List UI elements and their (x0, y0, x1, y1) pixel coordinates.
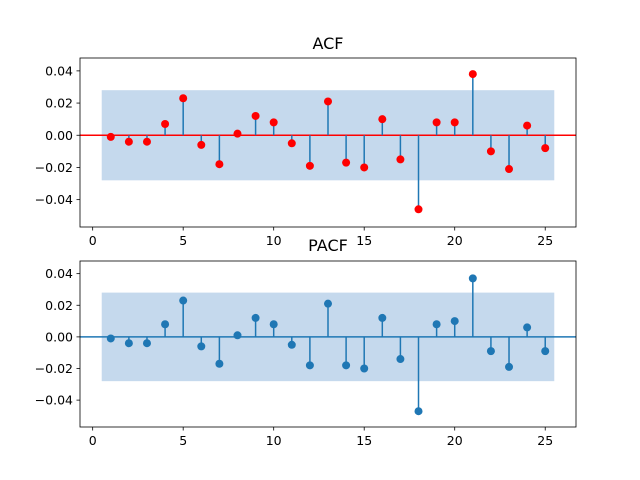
pacf-marker (378, 313, 387, 322)
acf-marker (305, 161, 314, 170)
pacf-x-tick-label: 15 (356, 433, 372, 448)
pacf-x-tick-label: 25 (537, 433, 553, 448)
acf-marks-layer (106, 70, 550, 214)
pacf-y-tick-label: 0.04 (45, 266, 73, 281)
pacf-axes-frame-layer (79, 260, 577, 428)
acf-title: ACF (312, 34, 343, 53)
acf-marker (124, 137, 133, 146)
acf-marker (287, 139, 296, 148)
acf-marker (450, 118, 459, 127)
pacf-axes-frame (79, 260, 577, 428)
acf-marker (179, 94, 188, 103)
acf-y-tick-label: 0.04 (45, 63, 73, 78)
pacf-marker (197, 342, 206, 351)
acf-axes-frame (79, 57, 577, 228)
acf-marker (396, 155, 405, 164)
acf-panel: ACF 0.04 0.02 0.00 −0.02 −0.04 0 5 10 15 20 25 (35, 34, 577, 248)
acf-y-tick-label: −0.02 (35, 160, 73, 175)
pacf-y-tick-label: −0.04 (35, 393, 73, 408)
pacf-x-axis: 0 5 10 15 20 25 (89, 427, 553, 448)
acf-marker (233, 129, 242, 138)
acf-marker (360, 163, 369, 172)
pacf-x-tick-label: 0 (89, 433, 97, 448)
acf-marker (541, 144, 550, 153)
acf-marker (251, 111, 260, 120)
acf-marker (215, 160, 224, 169)
acf-x-tick-label: 10 (266, 233, 282, 248)
acf-marker (161, 119, 170, 128)
pacf-marker (142, 339, 151, 348)
pacf-marker (523, 323, 532, 332)
pacf-panel: 0.04 0.02 0.00 −0.02 −0.04 0 5 10 15 20 25 PACF (35, 236, 577, 448)
acf-x-tick-label: 20 (447, 233, 463, 248)
acf-marker (324, 97, 332, 106)
pacf-y-axis: 0.04 0.02 0.00 −0.02 −0.04 (35, 266, 80, 408)
pacf-x-tick-label: 5 (179, 433, 187, 448)
pacf-marker (305, 361, 314, 370)
acf-y-tick-label: 0.02 (45, 96, 73, 111)
pacf-marker (541, 347, 550, 356)
acf-y-axis: 0.04 0.02 0.00 −0.02 −0.04 (35, 63, 80, 207)
pacf-marker (414, 407, 423, 416)
acf-marker (505, 165, 514, 174)
pacf-y-tick-label: 0.02 (45, 298, 73, 313)
pacf-marker (124, 339, 133, 348)
pacf-x-tick-label: 10 (266, 433, 282, 448)
acf-x-tick-label: 15 (356, 233, 372, 248)
acf-marker (378, 115, 387, 124)
pacf-marker (342, 361, 351, 370)
pacf-marks-layer (106, 274, 550, 416)
acf-marker (269, 118, 278, 127)
acf-marker (523, 121, 532, 130)
acf-axes-frame-layer (79, 57, 577, 228)
pacf-marker (432, 320, 441, 329)
acf-y-tick-label: −0.04 (35, 192, 73, 207)
acf-marker (197, 140, 206, 149)
acf-x-axis: 0 5 10 15 20 25 (89, 227, 553, 248)
acf-marker (342, 158, 351, 167)
acf-x-tick-label: 0 (89, 233, 97, 248)
pacf-marker (251, 313, 260, 322)
acf-marker (106, 132, 115, 141)
acf-marker (142, 137, 151, 146)
acf-marker (432, 118, 441, 127)
pacf-marker (468, 274, 477, 283)
acf-marker (468, 70, 477, 79)
pacf-title: PACF (308, 236, 348, 255)
acf-x-tick-label: 5 (179, 233, 187, 248)
pacf-marker (486, 347, 495, 356)
pacf-marker (161, 320, 170, 329)
pacf-marker (215, 359, 224, 368)
pacf-marker (360, 364, 369, 373)
pacf-marker (287, 340, 296, 349)
acf-marker (486, 147, 495, 156)
pacf-marker (179, 296, 188, 305)
pacf-marker (269, 320, 278, 329)
pacf-x-tick-label: 20 (447, 433, 463, 448)
pacf-y-tick-label: −0.02 (35, 361, 73, 376)
pacf-marker (106, 334, 115, 343)
acf-marker (414, 205, 423, 214)
pacf-marker (505, 362, 514, 371)
pacf-marker (324, 299, 332, 308)
pacf-marker (233, 331, 242, 340)
pacf-marker (450, 317, 459, 326)
acf-y-tick-label: 0.00 (45, 128, 73, 143)
pacf-y-tick-label: 0.00 (45, 329, 73, 344)
acf-x-tick-label: 25 (537, 233, 553, 248)
pacf-marker (396, 355, 405, 364)
